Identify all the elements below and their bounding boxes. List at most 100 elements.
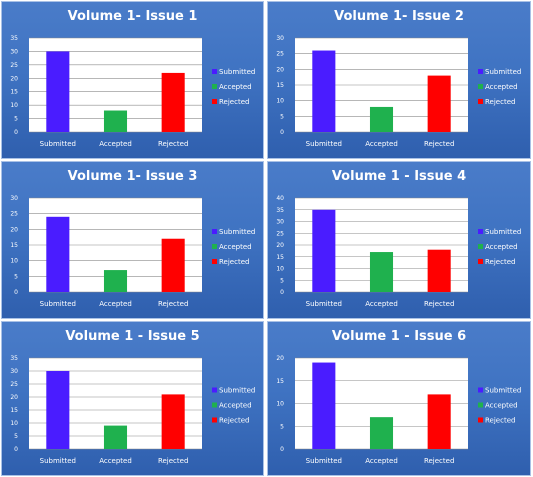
y-tick-label: 10 [276,98,284,105]
y-tick-label: 30 [276,35,284,42]
y-tick-label: 0 [14,289,18,296]
legend-label: Accepted [485,402,518,410]
y-tick-label: 10 [10,102,18,109]
y-tick-label: 20 [10,75,18,82]
y-tick-label: 40 [276,195,284,202]
y-tick-label: 35 [276,207,284,214]
bar-rejected [427,75,451,132]
bar-accepted [103,270,128,292]
legend-swatch [212,402,217,408]
bar-accepted [103,110,128,132]
bar-accepted [369,417,394,449]
legend-swatch [478,69,483,74]
legend-swatch [478,417,483,423]
chart-panel-issue-5: Volume 1 - Issue 5 0 5 10 15 20 25 30 35 Submitt… [1,321,264,476]
bar-submitted [46,216,70,292]
bar-submitted [46,51,70,132]
legend-swatch [478,229,483,234]
y-tick-label: 0 [280,289,284,296]
y-tick-label: 20 [276,66,284,73]
legend-label: Submitted [485,387,521,395]
bar-accepted [369,252,394,292]
legend-label: Rejected [219,98,249,106]
y-tick-label: 20 [10,394,18,401]
y-tick-label: 15 [10,89,18,96]
legend-swatch [478,259,483,264]
y-tick-label: 20 [10,226,18,233]
y-tick-label: 0 [280,129,284,136]
legend-swatch [478,244,483,249]
y-tick-label: 15 [276,82,284,89]
y-tick-label: 30 [10,195,18,202]
y-tick-label: 15 [10,242,18,249]
legend-swatch [212,84,217,89]
legend-swatch [478,402,483,408]
x-category-label: Submitted [306,300,342,308]
bar-rejected [161,72,185,132]
chart-panel-issue-3: Volume 1- Issue 3 0 5 10 15 20 25 30 Submitted A… [1,161,264,319]
bar-chart: 0 5 10 15 20 25 30 Submitted Accepted Rejected Sub… [10,195,255,308]
legend-label: Submitted [219,228,255,236]
y-tick-label: 5 [280,423,284,430]
legend-swatch [212,229,217,234]
x-category-label: Submitted [306,140,342,148]
y-tick-label: 0 [280,446,284,453]
x-category-label: Accepted [365,140,398,148]
y-tick-label: 20 [276,355,284,362]
bar-rejected [427,394,451,449]
x-category-label: Accepted [99,300,132,308]
legend-label: Submitted [219,387,255,395]
chart-panel-issue-4: Volume 1 - Issue 4 0 5 10 15 20 25 30 35 40 Submi… [267,161,531,319]
y-tick-label: 25 [10,62,18,69]
y-tick-label: 25 [276,230,284,237]
bar-submitted [312,209,336,292]
x-category-label: Rejected [158,457,188,465]
x-category-label: Submitted [40,300,76,308]
legend-swatch [478,387,483,393]
y-tick-label: 10 [10,420,18,427]
bar-chart: 0 5 10 15 20 25 30 35 Submitted Accepted Rejected S… [10,355,255,465]
y-tick-label: 15 [10,407,18,414]
legend-label: Submitted [485,68,521,76]
legend-swatch [478,99,483,104]
x-category-label: Submitted [40,140,76,148]
bar-rejected [161,394,185,449]
x-category-label: Rejected [424,140,454,148]
legend-swatch [212,259,217,264]
bar-chart: 0 5 10 15 20 Submitted Accepted Rejected Submitt… [276,355,521,465]
chart-title: Volume 1 - Issue 4 [331,169,467,184]
x-category-label: Rejected [424,457,454,465]
bar-chart: 0 5 10 15 20 25 30 Submitted Accepted Rejected Sub… [276,35,521,148]
chart-title: Volume 1- Issue 1 [67,9,198,24]
legend-swatch [212,417,217,423]
chart-panel-issue-6: Volume 1 - Issue 6 0 5 10 15 20 Submitted Acce… [267,321,531,476]
y-tick-label: 30 [276,219,284,226]
bar-submitted [312,362,336,449]
x-category-label: Submitted [40,457,76,465]
y-tick-label: 0 [14,129,18,136]
y-tick-label: 25 [276,51,284,58]
bar-accepted [103,425,128,449]
x-category-label: Submitted [306,457,342,465]
legend-swatch [478,84,483,89]
y-tick-label: 10 [276,401,284,408]
x-category-label: Rejected [158,300,188,308]
y-tick-label: 15 [276,378,284,385]
y-tick-label: 5 [280,277,284,284]
bar-chart: 0 5 10 15 20 25 30 35 40 Submitted Accepted Rejecte… [276,195,521,308]
legend-swatch [212,69,217,74]
chart-title: Volume 1- Issue 2 [334,9,464,24]
y-tick-label: 20 [276,242,284,249]
legend-swatch [212,244,217,249]
legend-swatch [212,99,217,104]
legend-label: Accepted [485,83,518,91]
chart-title: Volume 1 - Issue 6 [331,329,467,344]
bar-accepted [369,106,394,132]
y-tick-label: 10 [10,258,18,265]
bar-submitted [312,50,336,132]
chart-panel-issue-1: Volume 1- Issue 1 0 5 10 15 20 25 30 35 Submitte… [1,1,264,159]
x-category-label: Accepted [365,300,398,308]
y-tick-label: 5 [14,433,18,440]
legend-label: Accepted [219,402,252,410]
